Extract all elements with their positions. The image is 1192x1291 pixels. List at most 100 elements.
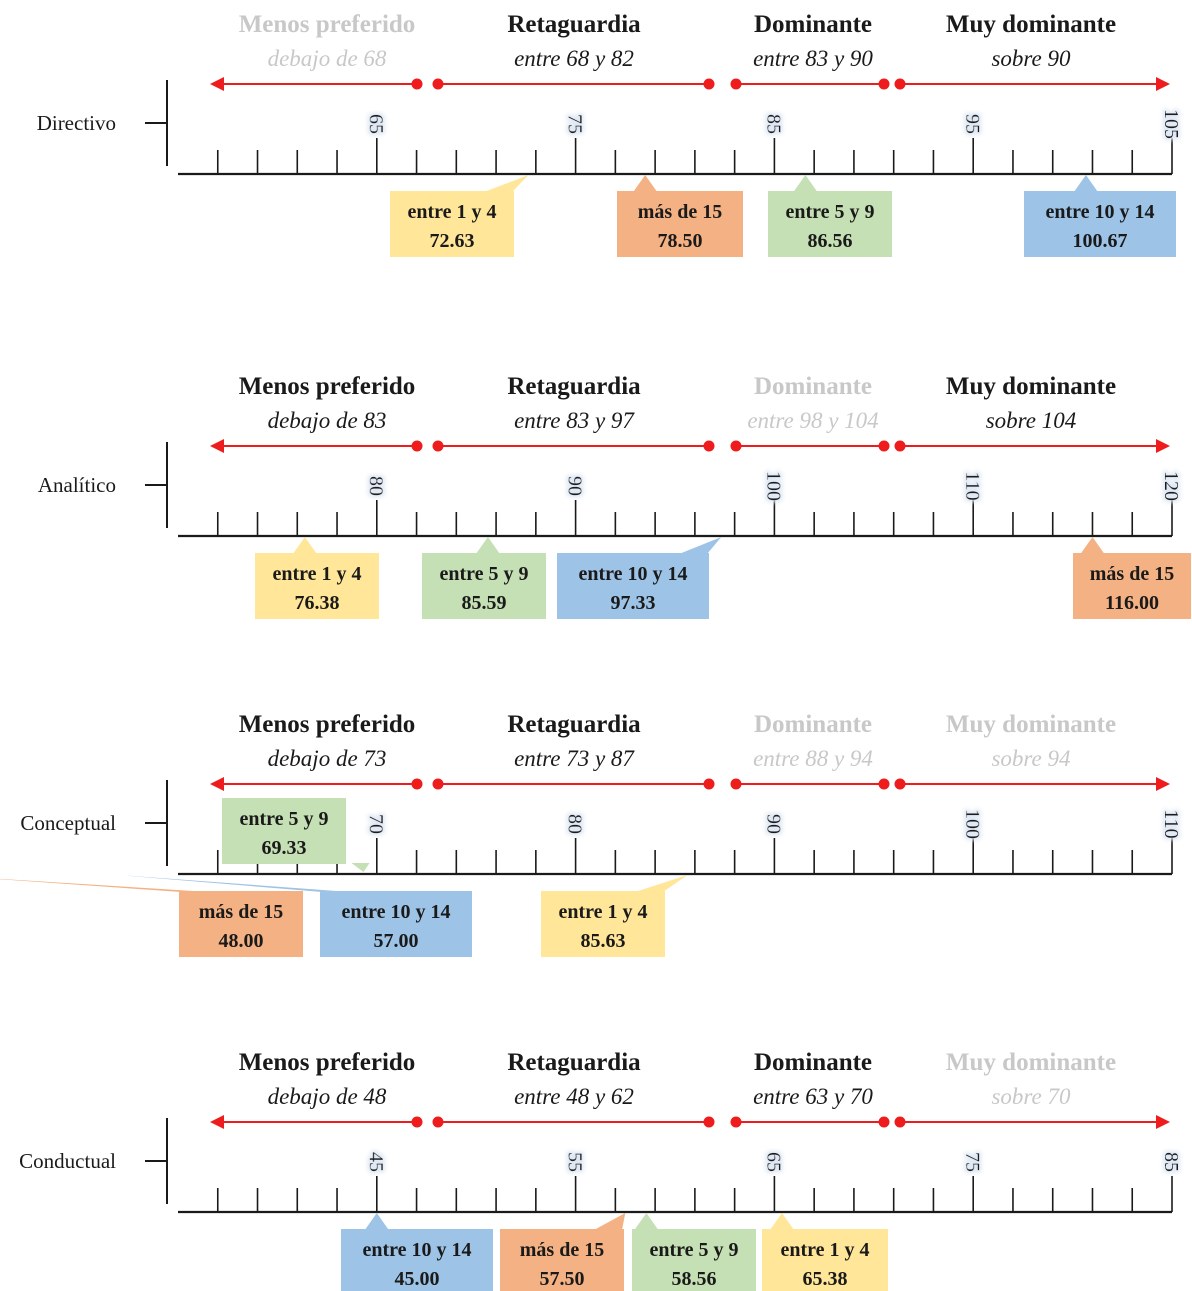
callout-value: 58.56 [672, 1268, 717, 1290]
range-dot [894, 440, 906, 452]
category-range: entre 83 y 90 [753, 46, 873, 71]
range-dot [878, 1116, 890, 1128]
range-dot [894, 1116, 906, 1128]
tick-label: 90 [564, 476, 586, 496]
arrow-head-left [210, 1115, 224, 1129]
tick-label: 75 [564, 114, 586, 134]
range-dot [730, 78, 742, 90]
callout-label: entre 10 y 14 [362, 1239, 471, 1261]
category-range: entre 83 y 97 [514, 408, 635, 433]
tick-label: 95 [961, 114, 983, 134]
callout-pointer [793, 175, 818, 192]
callout: entre 5 y 9 58.56 [632, 1213, 756, 1291]
callout-box [557, 553, 709, 619]
callout-box [1024, 191, 1176, 257]
callout-label: entre 5 y 9 [439, 563, 528, 585]
callout: entre 10 y 14 45.00 [341, 1213, 493, 1291]
category-title: Dominante [754, 1049, 872, 1076]
callout-value: 76.38 [295, 592, 340, 614]
category-title: Menos preferido [239, 1049, 416, 1076]
callout-pointer [634, 1213, 659, 1230]
callout-value: 97.33 [611, 592, 656, 614]
callout-box [390, 191, 514, 257]
callout-value: 116.00 [1105, 592, 1159, 614]
callout-box [500, 1229, 624, 1291]
category-range: entre 63 y 70 [753, 1084, 873, 1109]
callout-label: entre 10 y 14 [578, 563, 687, 585]
callout-label: más de 15 [199, 901, 283, 923]
callout-pointer [633, 175, 658, 192]
panel-directivo: Menos preferido debajo de 68 Retaguardia en… [37, 11, 1182, 257]
range-dot [432, 78, 444, 90]
tick-label: 80 [365, 476, 387, 496]
tick-label: 110 [961, 471, 983, 500]
tick-label: 105 [1160, 109, 1182, 139]
range-dot [703, 78, 715, 90]
tick-label: 90 [762, 814, 784, 834]
callout-pointer [0, 878, 209, 892]
panel-conductual: Menos preferido debajo de 48 Retaguardia en… [19, 1049, 1182, 1291]
category-range: sobre 104 [986, 408, 1077, 433]
row-label: Directivo [37, 111, 116, 135]
category-title: Muy dominante [946, 711, 1116, 738]
callout-label: entre 1 y 4 [407, 201, 496, 223]
range-dot [730, 778, 742, 790]
callout-value: 57.00 [374, 930, 419, 952]
category-title: Dominante [754, 373, 872, 400]
callout: entre 10 y 14 100.67 [1024, 175, 1176, 257]
category-title: Menos preferido [239, 373, 416, 400]
callout-box [222, 798, 346, 864]
callout-box [1073, 553, 1191, 619]
tick-label: 80 [564, 814, 586, 834]
callout-label: entre 5 y 9 [785, 201, 874, 223]
range-dot [878, 440, 890, 452]
callout-value: 45.00 [395, 1268, 440, 1290]
range-dot [411, 1116, 423, 1128]
callout-value: 48.00 [219, 930, 264, 952]
callout-box [541, 891, 665, 957]
category-title: Dominante [754, 711, 872, 738]
callout: entre 10 y 14 57.00 [118, 875, 472, 957]
callout-pointer [769, 1213, 794, 1230]
callout-box [422, 553, 546, 619]
category-range: entre 68 y 82 [514, 46, 634, 71]
tick-label: 85 [1160, 1152, 1182, 1172]
tick-label: 100 [762, 471, 784, 501]
category-title: Menos preferido [239, 11, 416, 38]
callout-value: 57.50 [540, 1268, 585, 1290]
range-dot [411, 440, 423, 452]
callout-pointer [118, 875, 350, 892]
category-range: entre 98 y 104 [747, 408, 878, 433]
category-range: debajo de 48 [268, 1084, 387, 1109]
callout-pointer [635, 875, 688, 892]
category-range: sobre 70 [991, 1084, 1071, 1109]
category-title: Muy dominante [946, 373, 1116, 400]
callout-label: más de 15 [638, 201, 722, 223]
callout: entre 10 y 14 97.33 [557, 537, 722, 619]
range-dot [703, 778, 715, 790]
arrow-head-left [210, 777, 224, 791]
callout-pointer [1073, 175, 1098, 192]
category-title: Retaguardia [507, 1049, 641, 1076]
range-dot [730, 440, 742, 452]
category-range: entre 48 y 62 [514, 1084, 634, 1109]
row-label: Conductual [19, 1149, 116, 1173]
row-label: Conceptual [20, 811, 116, 835]
category-title: Muy dominante [946, 1049, 1116, 1076]
arrow-head-left [210, 439, 224, 453]
callout: entre 1 y 4 76.38 [255, 537, 379, 619]
range-dot [703, 440, 715, 452]
callout: más de 15 116.00 [1073, 537, 1191, 619]
category-title: Retaguardia [507, 373, 641, 400]
callout-value: 85.63 [581, 930, 626, 952]
callout-value: 72.63 [430, 230, 475, 252]
tick-label: 65 [365, 114, 387, 134]
callout-label: entre 5 y 9 [649, 1239, 738, 1261]
callout-value: 69.33 [262, 837, 307, 859]
category-range: entre 88 y 94 [753, 746, 873, 771]
callout: entre 1 y 4 85.63 [541, 875, 688, 957]
callout: entre 1 y 4 72.63 [390, 175, 529, 257]
callout-value: 78.50 [658, 230, 703, 252]
tick-label: 45 [365, 1152, 387, 1172]
